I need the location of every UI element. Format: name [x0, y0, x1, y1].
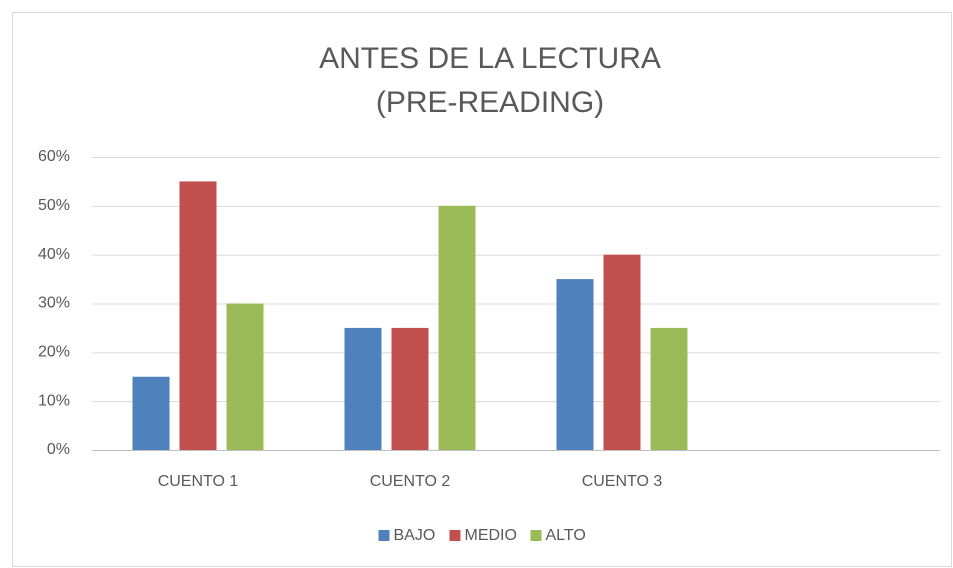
y-tick-label: 0%: [47, 441, 70, 458]
bar: [226, 303, 264, 450]
y-tick-label: 40%: [38, 246, 70, 263]
chart-title: ANTES DE LA LECTURA: [319, 42, 661, 75]
legend-label: MEDIO: [465, 527, 517, 544]
y-tick-label: 60%: [38, 148, 70, 165]
chart-subtitle: (PRE-READING): [376, 86, 604, 119]
bar: [344, 327, 382, 450]
legend-swatch: [530, 530, 542, 541]
x-tick-label: CUENTO 3: [582, 473, 663, 490]
bar: [438, 205, 476, 450]
y-tick-label: 20%: [38, 344, 70, 361]
bar: [603, 254, 641, 450]
y-tick-label: 10%: [38, 392, 70, 409]
legend-label: ALTO: [546, 527, 586, 544]
chart-border: [12, 12, 952, 567]
legend-swatch: [449, 530, 461, 541]
bar: [556, 279, 594, 450]
legend-swatch: [378, 530, 390, 541]
bar: [391, 327, 429, 450]
x-tick-label: CUENTO 1: [158, 473, 239, 490]
y-tick-label: 30%: [38, 295, 70, 312]
bar: [650, 327, 688, 450]
y-tick-label: 50%: [38, 197, 70, 214]
x-tick-label: CUENTO 2: [370, 473, 451, 490]
bar: [179, 181, 217, 450]
legend-label: BAJO: [394, 527, 436, 544]
bar: [132, 376, 170, 450]
